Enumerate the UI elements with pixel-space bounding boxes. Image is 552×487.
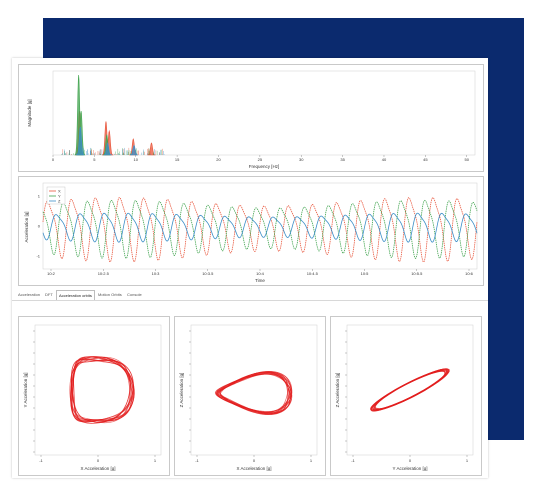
timeseries-ylabel: Acceleration [g] (24, 211, 29, 242)
spectrum-chart: 0 5 10 15 20 25 30 35 40 45 50 Frequency [Hz] Magn… (19, 65, 483, 171)
tab-console[interactable]: Console (125, 291, 144, 299)
tab-acceleration[interactable]: Acceleration (16, 291, 42, 299)
timeseries-y-tick-label: -1 (36, 254, 40, 259)
orbit-x-tick-label: 0 (409, 458, 412, 463)
orbit-yz-pane: -1 0 1 Y Acceleration [g] Z Acceleration [… (330, 316, 482, 476)
tab-bar: Acceleration DFT Acceleration orbits Mot… (12, 290, 488, 301)
spectrum-x-tick-label: 50 (464, 157, 469, 162)
timeseries-x-tick-label: 10:3.5 (202, 271, 214, 276)
orbit-xz-pane: -1 0 1 X Acceleration [g] Z Acceleration [… (174, 316, 326, 476)
timeseries-y-tick-label: 1 (38, 194, 41, 199)
orbit-xy-chart: -1 0 1 X Acceleration [g] Y Acceleration [… (19, 317, 169, 475)
timeseries-x-tick-label: 10:3 (152, 271, 161, 276)
orbit-x-tick-label: -1 (39, 458, 43, 463)
orbit-xz-ylabel: Z Acceleration [g] (179, 373, 184, 408)
spectrum-xlabel: Frequency [Hz] (249, 164, 280, 169)
spectrum-x-tick-label: 25 (258, 157, 263, 162)
orbit-xy-pane: -1 0 1 X Acceleration [g] Y Acceleration [… (18, 316, 170, 476)
spectrum-x-tick-label: 35 (340, 157, 345, 162)
timeseries-x-tick-label: 10:5.5 (411, 271, 423, 276)
timeseries-x-tick-label: 10:2 (47, 271, 56, 276)
timeseries-x-tick-label: 10:6 (465, 271, 474, 276)
timeseries-x-tick-label: 10:5 (361, 271, 370, 276)
spectrum-x-tick-label: 0 (52, 157, 55, 162)
orbit-x-tick-label: 0 (253, 458, 256, 463)
timeseries-chart: 10:2 10:2.5 10:3 10:3.5 10:4 10:4.5 10:5 10:5.5… (19, 177, 483, 285)
orbit-xy-ylabel: Y Acceleration [g] (23, 373, 28, 408)
tab-dft[interactable]: DFT (43, 291, 55, 299)
orbit-x-tick-label: 1 (154, 458, 157, 463)
spectrum-ylabel: Magnitude [g] (27, 99, 32, 126)
timeseries-pane: 10:2 10:2.5 10:3 10:3.5 10:4 10:4.5 10:5 10:5.5… (18, 176, 484, 286)
orbit-xz-chart: -1 0 1 X Acceleration [g] Z Acceleration [… (175, 317, 325, 475)
spectrum-x-tick-label: 20 (216, 157, 221, 162)
orbit-x-tick-label: 1 (310, 458, 313, 463)
orbit-xz-xlabel: X Acceleration [g] (236, 466, 271, 471)
timeseries-x-tick-label: 10:4.5 (307, 271, 319, 276)
tab-acceleration-orbits[interactable]: Acceleration orbits (56, 290, 95, 300)
timeseries-xlabel: Time (255, 278, 265, 283)
spectrum-x-tick-label: 45 (423, 157, 428, 162)
app-window: 0 5 10 15 20 25 30 35 40 45 50 Frequency [Hz] Magn… (12, 58, 488, 478)
tab-motion-orbits[interactable]: Motion Orbits (96, 291, 124, 299)
orbit-x-tick-label: 1 (466, 458, 469, 463)
spectrum-x-tick-label: 15 (175, 157, 180, 162)
orbit-yz-chart: -1 0 1 Y Acceleration [g] Z Acceleration [… (331, 317, 481, 475)
timeseries-y-tick-label: 0 (38, 224, 41, 229)
orbit-yz-ylabel: Z Acceleration [g] (335, 373, 340, 408)
orbit-yz-xlabel: Y Acceleration [g] (393, 466, 428, 471)
timeseries-legend (47, 187, 65, 204)
spectrum-pane: 0 5 10 15 20 25 30 35 40 45 50 Frequency [Hz] Magn… (18, 64, 484, 172)
orbit-x-tick-label: -1 (195, 458, 199, 463)
spectrum-x-tick-label: 40 (382, 157, 387, 162)
spectrum-x-tick-label: 5 (93, 157, 96, 162)
spectrum-x-tick-label: 10 (134, 157, 139, 162)
orbit-xy-xlabel: X Acceleration [g] (80, 466, 115, 471)
spectrum-x-tick-label: 30 (299, 157, 304, 162)
timeseries-x-tick-label: 10:4 (256, 271, 265, 276)
orbit-x-tick-label: -1 (351, 458, 355, 463)
orbit-x-tick-label: 0 (97, 458, 100, 463)
timeseries-x-tick-label: 10:2.5 (98, 271, 110, 276)
